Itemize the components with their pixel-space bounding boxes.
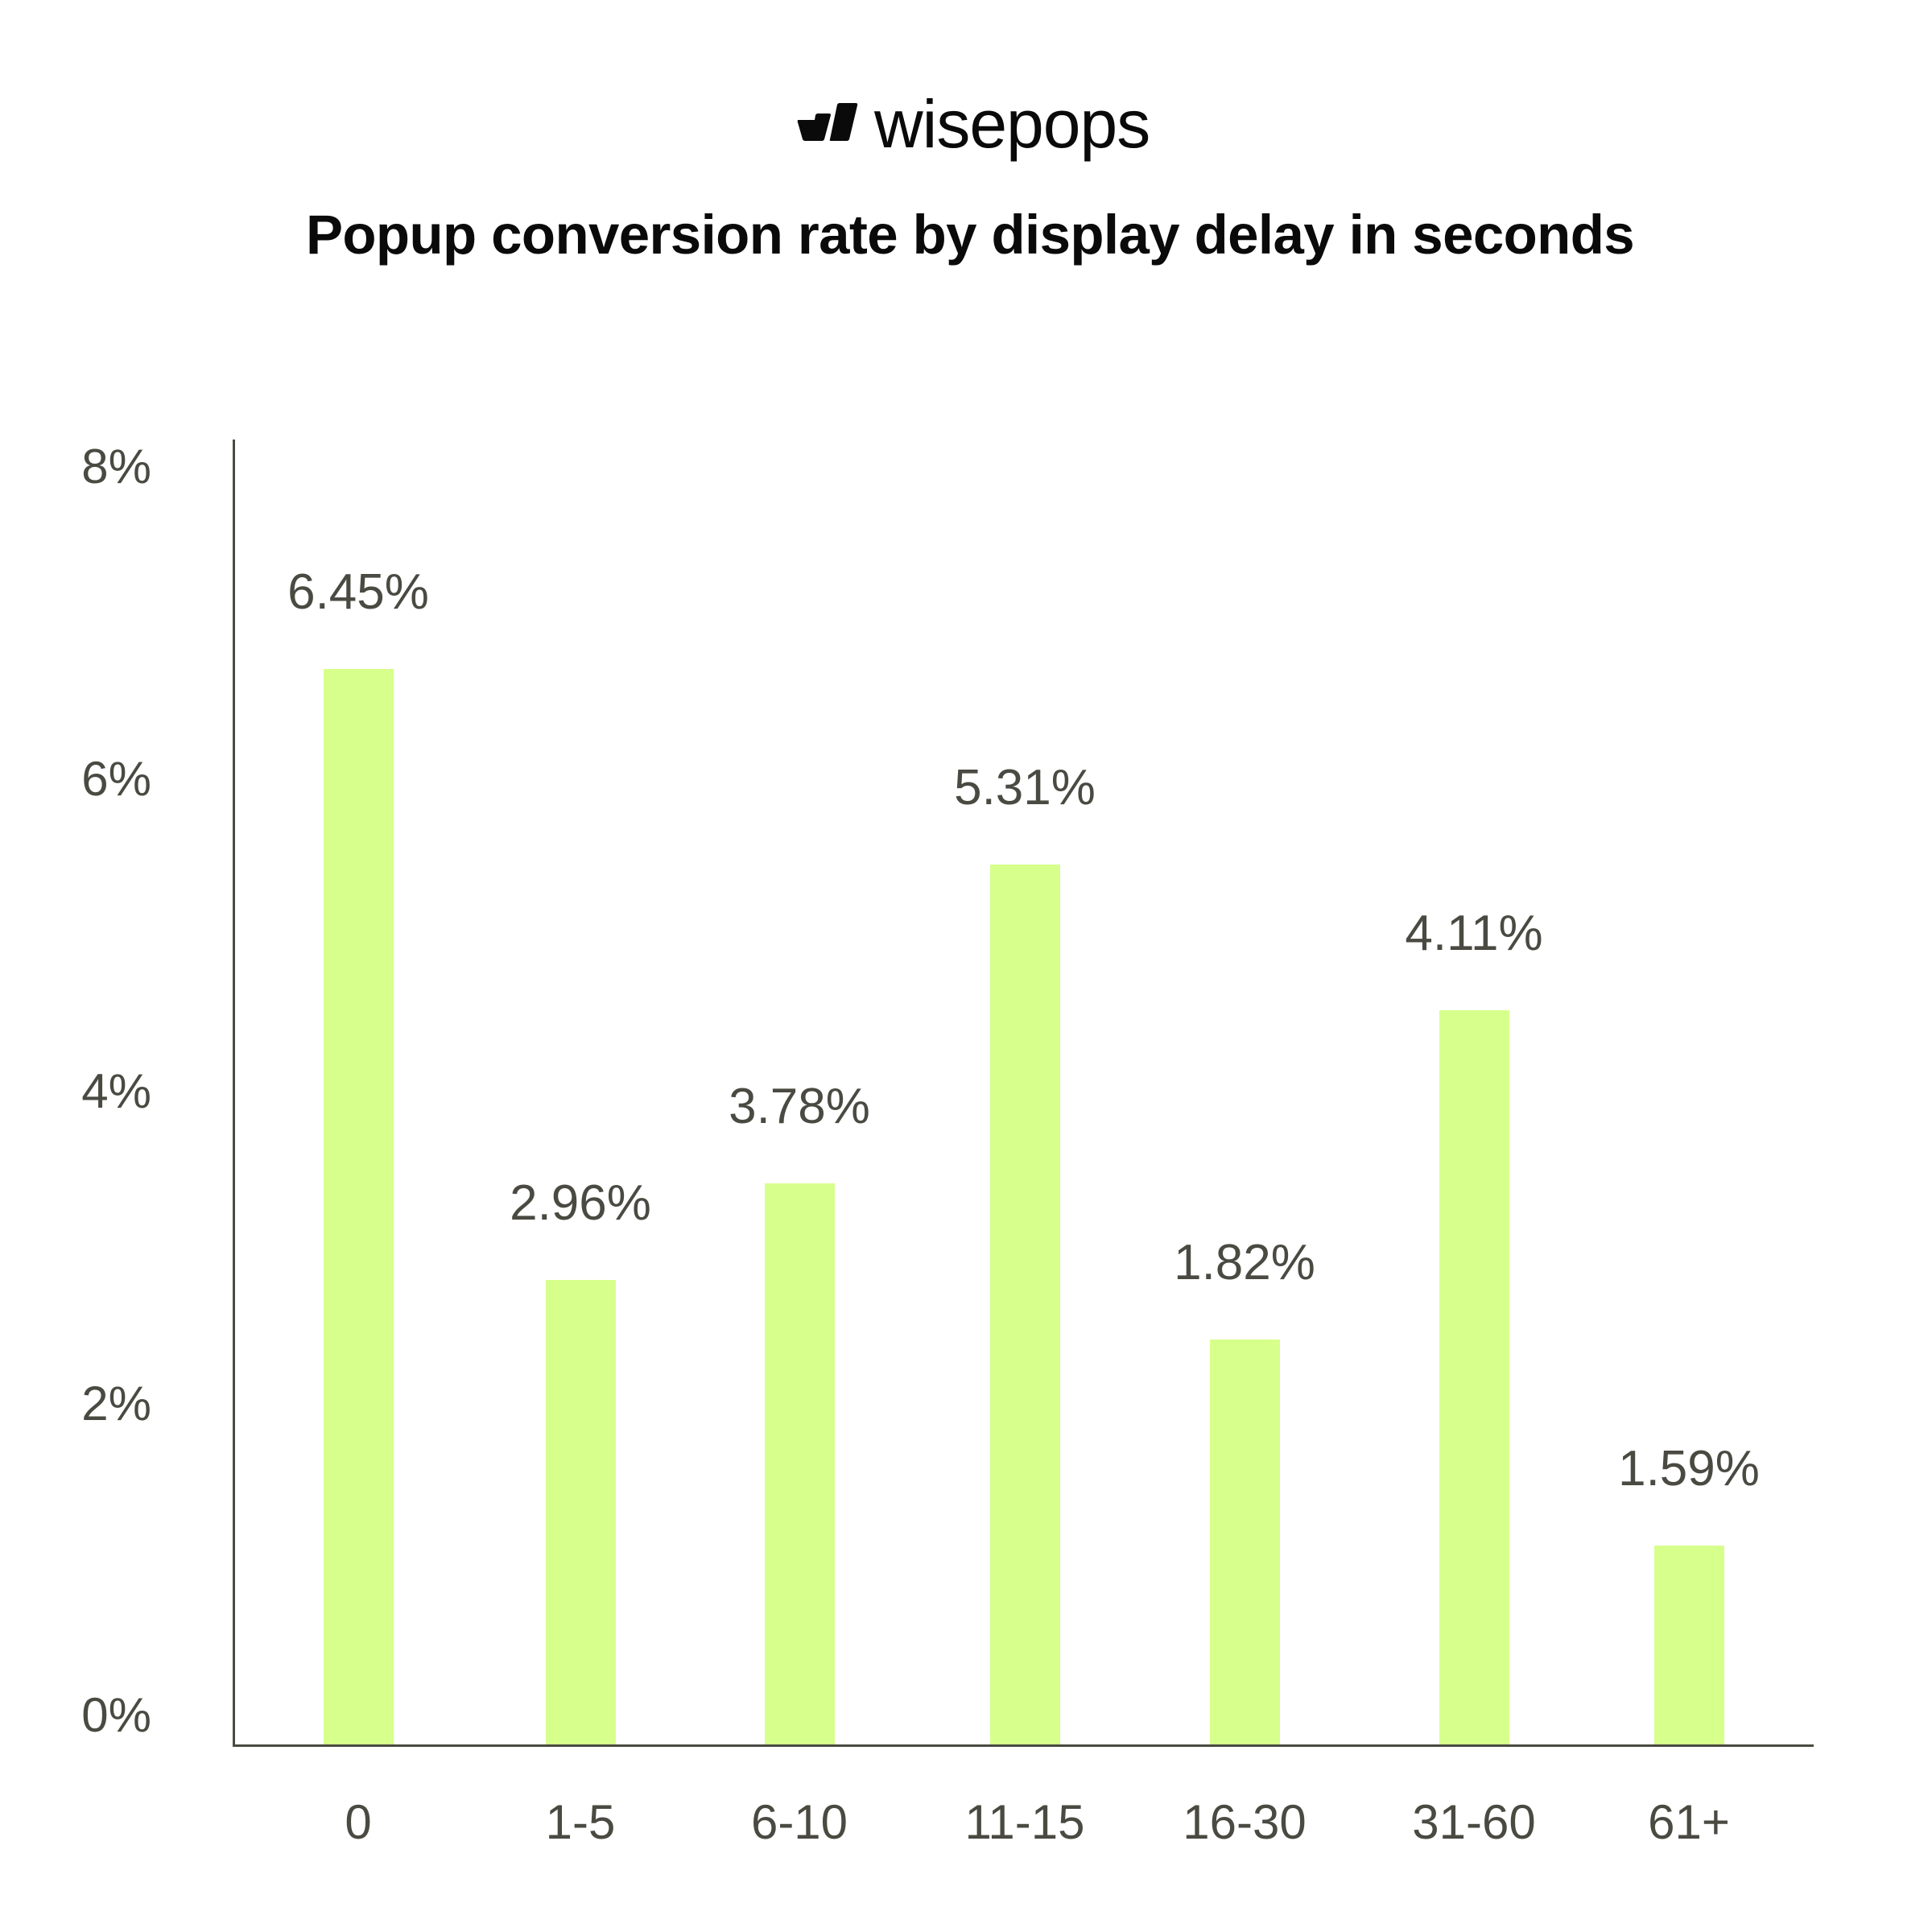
y-tick-label: 4% — [81, 1064, 151, 1118]
x-category-label: 11-15 — [964, 1795, 1085, 1849]
y-tick-label: 2% — [81, 1377, 151, 1430]
y-tick-label: 8% — [81, 440, 151, 493]
brand-logo: wisepops — [797, 90, 1150, 163]
wisepops-bars-logo-icon — [797, 103, 858, 141]
bar-value-label: 1.59% — [1618, 1441, 1760, 1496]
x-category-label: 31-60 — [1412, 1795, 1536, 1849]
bar-value-label: 5.31% — [954, 760, 1096, 815]
y-axis-line — [233, 440, 235, 1747]
bar — [1653, 1546, 1724, 1744]
chart-title: Popup conversion rate by display delay i… — [305, 204, 1635, 266]
x-category-label: 16-30 — [1183, 1795, 1307, 1849]
bar — [323, 669, 394, 1744]
brand-name: wisepops — [874, 86, 1150, 162]
x-category-label: 1-5 — [545, 1795, 616, 1849]
bar — [1439, 1010, 1509, 1744]
bar-value-label: 1.82% — [1174, 1235, 1315, 1290]
bar-value-label: 6.45% — [287, 564, 429, 620]
bar — [545, 1280, 616, 1744]
bar-value-label: 2.96% — [510, 1175, 651, 1231]
bar-value-label: 4.11% — [1405, 906, 1543, 961]
y-tick-label: 6% — [81, 752, 151, 806]
y-tick-label: 0% — [81, 1688, 151, 1742]
x-axis-line — [233, 1744, 1814, 1747]
x-category-label: 61+ — [1648, 1795, 1730, 1849]
x-category-label: 0 — [345, 1795, 372, 1849]
bar-value-label: 3.78% — [729, 1079, 870, 1134]
bar — [989, 865, 1060, 1744]
bar — [764, 1183, 835, 1744]
x-category-label: 6-10 — [750, 1795, 848, 1849]
bar — [1209, 1340, 1280, 1744]
